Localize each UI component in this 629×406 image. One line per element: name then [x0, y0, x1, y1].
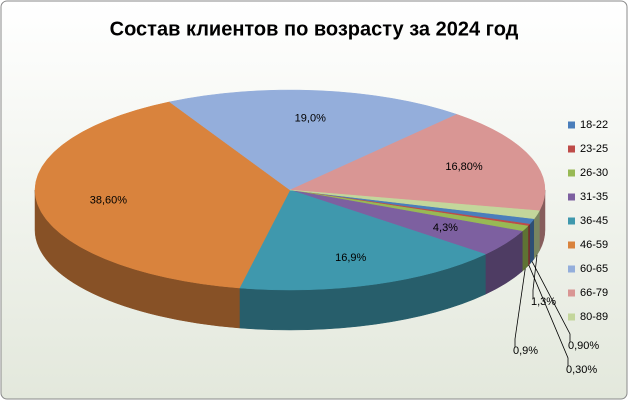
legend-label: 26-30 — [580, 167, 608, 179]
legend-label: 80-89 — [580, 311, 608, 323]
data-label: 0,30% — [566, 364, 597, 376]
legend-label: 31-35 — [580, 191, 608, 203]
leader-line — [514, 268, 526, 347]
slice-side — [529, 217, 535, 265]
legend-swatch — [568, 241, 575, 249]
data-label: 16,80% — [445, 161, 483, 173]
slice — [168, 89, 458, 191]
legend-swatch — [568, 289, 575, 297]
legend-swatch — [568, 121, 575, 129]
leader-line — [528, 264, 569, 366]
data-label: 38,60% — [90, 194, 128, 206]
slice — [289, 114, 546, 212]
legend-swatch — [568, 265, 575, 273]
leader-line — [531, 261, 571, 342]
data-label: 16,9% — [335, 252, 366, 264]
chart-title: Состав клиентов по возрасту за 2024 год — [110, 18, 519, 40]
slice — [289, 189, 540, 220]
slice — [34, 101, 291, 289]
legend-label: 36-45 — [580, 215, 608, 227]
data-label: 0,9% — [513, 345, 538, 357]
data-label: 19,0% — [295, 112, 326, 124]
legend-swatch — [568, 193, 575, 201]
legend-label: 66-79 — [580, 287, 608, 299]
slice-side — [522, 225, 529, 272]
legend-swatch — [568, 169, 575, 177]
data-label: 4,3% — [433, 222, 458, 234]
slice-side — [527, 223, 530, 267]
legend-swatch — [568, 313, 575, 321]
leader-line — [532, 254, 538, 298]
legend-label: 60-65 — [580, 263, 608, 275]
legend-label: 46-59 — [580, 239, 608, 251]
slice — [239, 189, 487, 291]
legend-swatch — [568, 145, 575, 153]
legend-label: 18-22 — [580, 119, 608, 131]
legend-label: 23-25 — [580, 143, 608, 155]
data-label: 1,3% — [531, 296, 556, 308]
legend-swatch — [568, 217, 575, 225]
data-label: 0,90% — [568, 340, 599, 352]
